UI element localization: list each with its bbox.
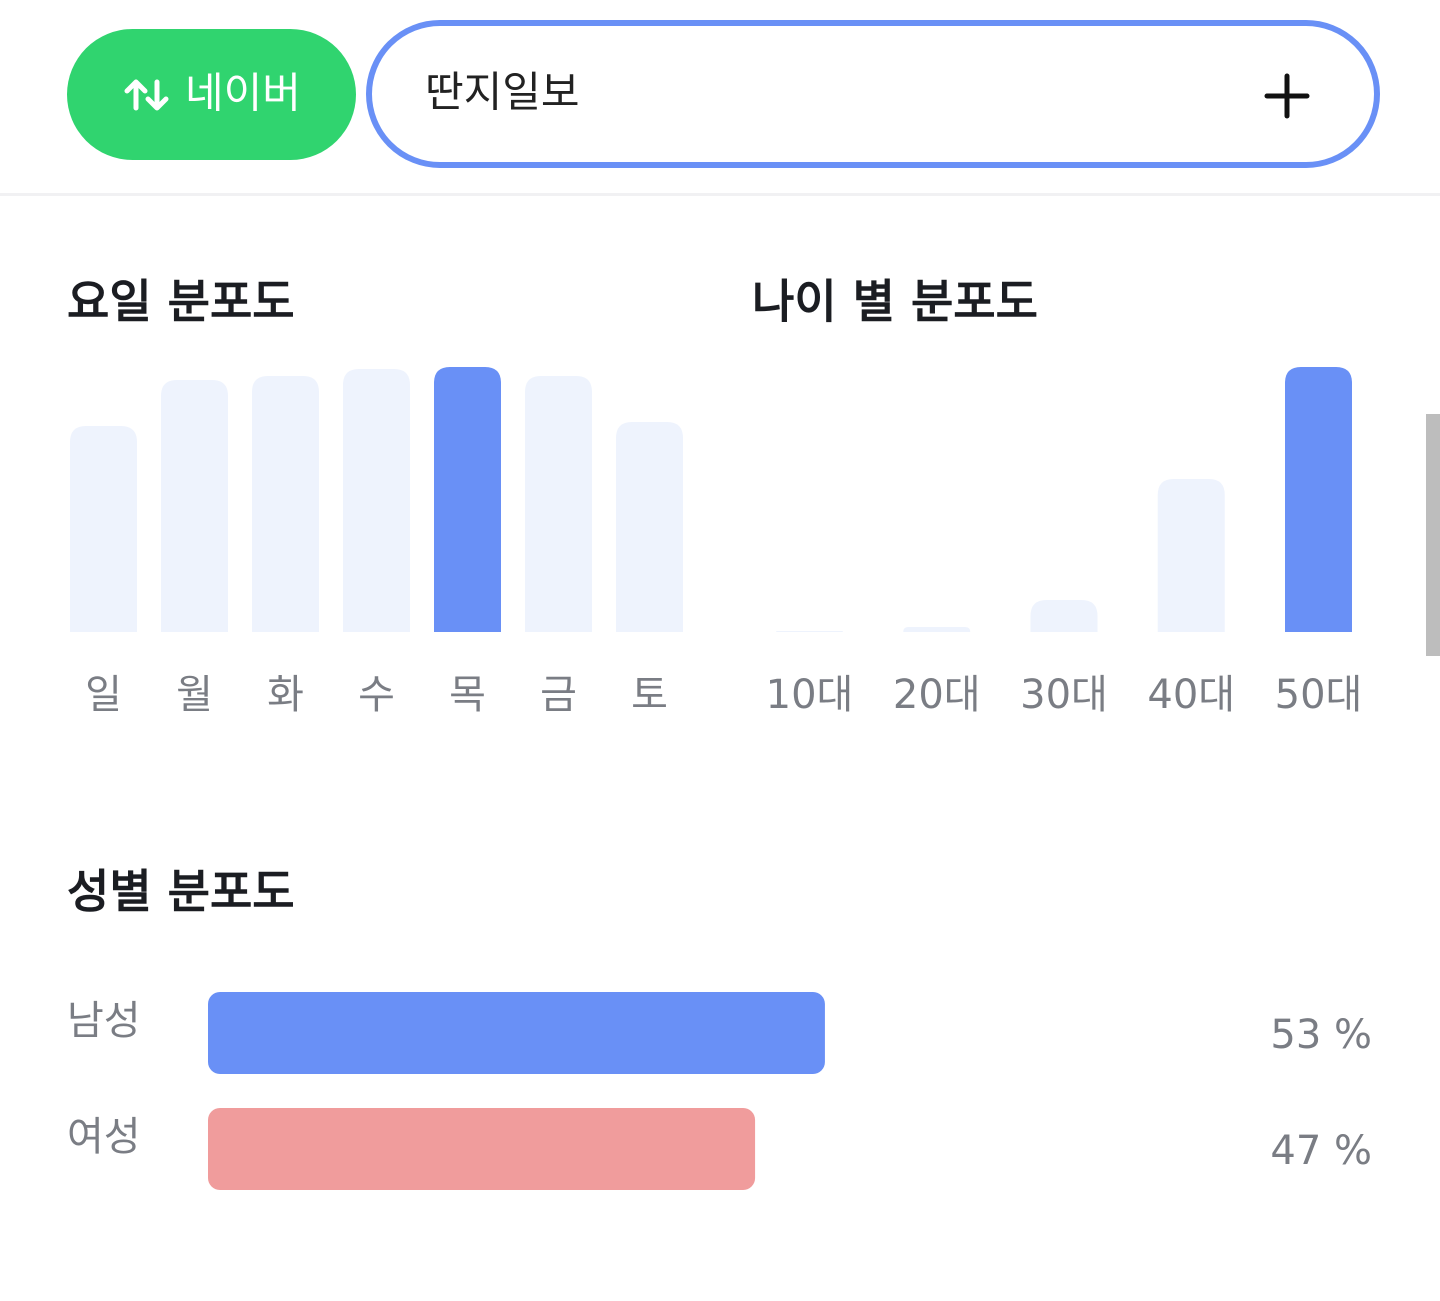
search-box[interactable] (366, 20, 1380, 168)
bar (776, 631, 843, 632)
bar (1030, 600, 1098, 632)
category-label: 남성 (67, 998, 141, 1044)
x-tick-label: 10대 (766, 672, 854, 718)
bar (252, 376, 319, 632)
divider (0, 193, 1440, 196)
x-tick-label: 목 (449, 672, 486, 718)
swap-icon (124, 79, 169, 111)
bar (208, 1108, 756, 1190)
bar (525, 376, 592, 632)
button-label: 네이버 (185, 69, 301, 118)
chart-title: 요일 분포도 (67, 275, 295, 329)
x-tick-label: 50대 (1275, 672, 1363, 718)
search-text: 딴지일보 (425, 68, 580, 117)
value-label: 53 % (1270, 1012, 1372, 1058)
bar (903, 627, 971, 632)
value-label: 47 % (1270, 1128, 1372, 1174)
chart-title: 나이 별 분포도 (752, 275, 1038, 329)
x-tick-label: 월 (176, 672, 213, 718)
add-icon[interactable] (1264, 73, 1310, 119)
bar (343, 369, 410, 632)
bar (208, 992, 825, 1074)
x-tick-label: 30대 (1020, 672, 1108, 718)
chart-title: 성별 분포도 (67, 865, 295, 919)
bar (1157, 479, 1225, 632)
x-tick-label: 화 (267, 672, 304, 718)
bar (434, 367, 501, 632)
x-tick-label: 20대 (893, 672, 981, 718)
bar (616, 422, 683, 632)
bar (161, 380, 228, 632)
x-tick-label: 토 (631, 672, 668, 718)
x-tick-label: 금 (540, 672, 577, 718)
x-tick-label: 수 (358, 672, 395, 718)
naver-button[interactable] (67, 29, 356, 160)
bar (1285, 367, 1352, 632)
scrollbar (1426, 414, 1440, 656)
category-label: 여성 (67, 1114, 141, 1160)
x-tick-label: 일 (85, 672, 122, 718)
x-tick-label: 40대 (1147, 672, 1235, 718)
bar (70, 426, 137, 632)
